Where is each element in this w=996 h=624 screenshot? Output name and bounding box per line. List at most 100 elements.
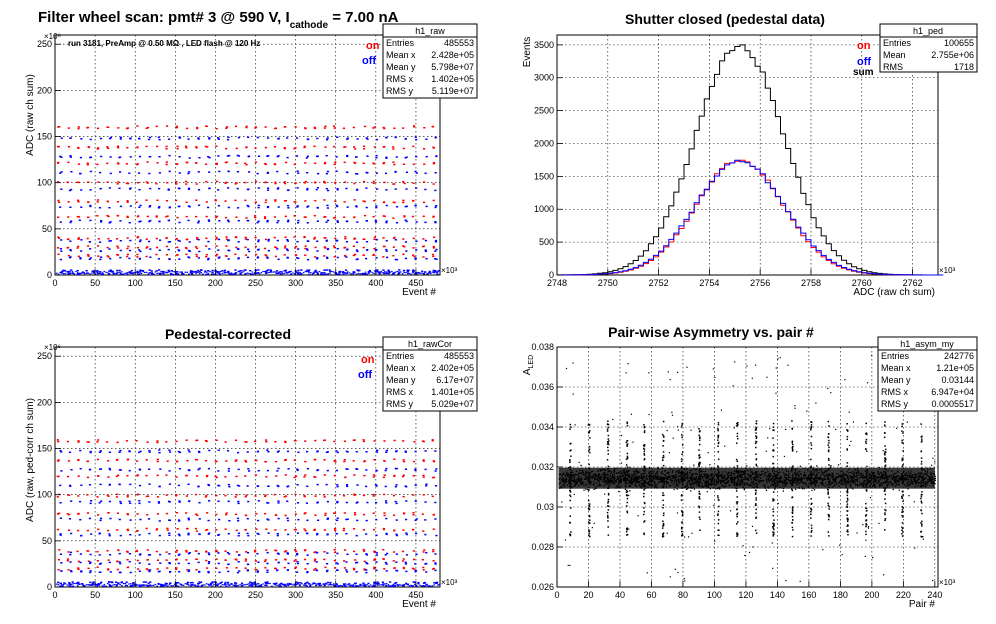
data-point-off [326, 137, 329, 139]
data-point-off [139, 204, 142, 207]
data-point-baseline [200, 272, 203, 274]
data-point-on [107, 476, 110, 478]
data-point-baseline [223, 584, 226, 586]
rawcor-y-exponent: ×10⁶ [44, 343, 61, 352]
data-point-off [316, 187, 319, 189]
data-point-on [135, 460, 139, 462]
data-point-asym [629, 466, 631, 469]
data-point-on [146, 513, 149, 516]
data-point-off [79, 561, 82, 564]
data-point-off [329, 583, 332, 586]
data-point-off [414, 532, 418, 535]
data-point-on [87, 441, 90, 443]
data-point-baseline [144, 584, 146, 586]
data-point-baseline [331, 270, 333, 273]
data-point-on [323, 529, 326, 531]
data-point-on [96, 496, 99, 498]
y-tick-label: 250 [37, 351, 52, 361]
data-point-on [194, 527, 198, 530]
data-point-off [148, 172, 151, 175]
data-point-off [315, 561, 318, 563]
data-point-baseline [64, 272, 67, 275]
data-point-on [412, 513, 415, 516]
data-point-off [354, 582, 357, 585]
data-point-on [244, 558, 248, 560]
data-point-off [217, 138, 220, 140]
data-point-off [164, 582, 167, 585]
data-point-off [148, 155, 151, 158]
data-point-baseline [117, 583, 120, 585]
data-point-off [287, 207, 290, 209]
data-point-baseline [62, 583, 65, 586]
data-point-off [267, 502, 270, 504]
ped-frame [556, 34, 939, 276]
data-point-on [303, 495, 306, 498]
data-point-off [138, 500, 141, 502]
data-point-off [178, 501, 181, 503]
data-point-on [334, 551, 337, 554]
data-point-on [117, 181, 120, 183]
data-point-off [177, 533, 181, 536]
data-point-on [97, 255, 100, 257]
data-point-off [90, 500, 93, 502]
data-point-on [333, 163, 336, 166]
data-point-on [97, 475, 100, 477]
data-point-off [356, 501, 359, 503]
y-tick-label: 2000 [534, 138, 554, 148]
data-point-on [106, 200, 109, 203]
data-point-baseline [198, 272, 201, 274]
data-point-baseline [149, 584, 151, 586]
data-point-on [146, 246, 149, 248]
data-point-off [257, 155, 261, 158]
data-point-on [274, 440, 277, 443]
data-point-baseline [131, 272, 134, 274]
data-point-off [385, 451, 388, 453]
data-point-on [333, 217, 336, 219]
data-point-off [92, 581, 95, 583]
data-point-on [273, 493, 276, 496]
data-point-baseline [329, 272, 331, 274]
data-point-off [277, 206, 280, 208]
data-point-off [59, 258, 62, 261]
data-point-asym [794, 488, 797, 490]
data-point-off [197, 561, 200, 564]
data-point-baseline [332, 271, 335, 273]
data-point-baseline [435, 582, 437, 585]
data-point-baseline [368, 272, 370, 274]
data-point-on [135, 549, 138, 552]
data-point-off [336, 220, 339, 222]
data-point-on [263, 162, 267, 165]
data-point-off [325, 240, 328, 242]
data-point-baseline [221, 272, 224, 274]
data-point-baseline [272, 271, 275, 273]
data-point-off [164, 584, 167, 587]
data-point-on [432, 549, 435, 551]
data-point-off [227, 258, 230, 260]
data-point-on [97, 245, 100, 247]
data-point-off [256, 450, 260, 453]
data-point-on [402, 440, 405, 442]
data-point-off [404, 205, 407, 208]
data-point-baseline [66, 271, 68, 273]
data-point-on [66, 181, 69, 183]
data-point-off [434, 501, 437, 504]
data-point-off [100, 256, 103, 258]
data-point-off [257, 533, 260, 536]
data-point-off [287, 584, 290, 586]
data-point-baseline [218, 583, 220, 585]
data-point-on [155, 529, 158, 531]
data-point-off [197, 468, 200, 471]
data-point-off [208, 171, 211, 173]
data-point-baseline [218, 271, 220, 273]
data-point-on [373, 247, 376, 250]
data-point-asym [934, 475, 936, 478]
data-point-off [256, 570, 259, 572]
data-point-off [211, 271, 214, 274]
data-point-on [402, 474, 405, 476]
data-point-off [249, 581, 252, 583]
data-point-off [168, 562, 171, 565]
data-point-baseline [191, 583, 194, 586]
x-tick-label: 2758 [801, 278, 821, 288]
data-point-on [87, 560, 90, 563]
data-point-on [145, 255, 148, 258]
